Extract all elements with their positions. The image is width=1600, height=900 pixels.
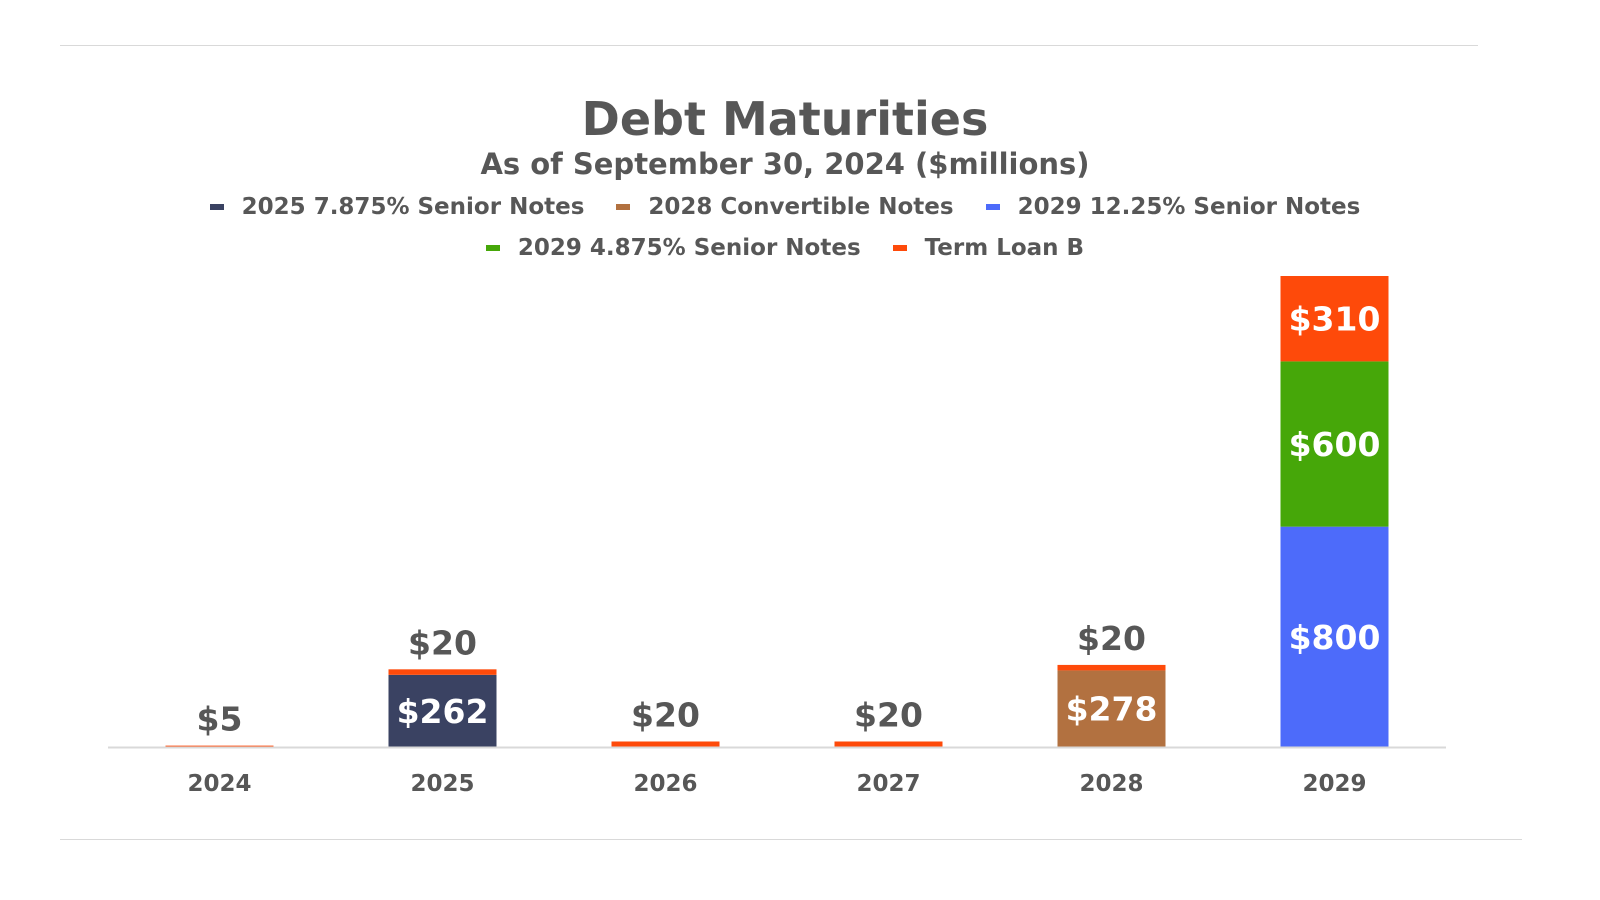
data-label-2025-term-loan-b: $20 — [408, 623, 477, 662]
bar-2025-term-loan-b — [388, 669, 497, 675]
bar-2025-2025-7-875-senior-notes — [388, 674, 497, 747]
legend-label: Term Loan B — [924, 235, 1085, 261]
x-tick-label-2026: 2026 — [633, 771, 697, 797]
legend-row-1: 2025 7.875% Senior Notes 2028 Convertibl… — [0, 194, 1570, 220]
top-divider — [60, 45, 1478, 46]
legend-swatch — [209, 204, 224, 210]
legend-label: 2025 7.875% Senior Notes — [241, 194, 585, 220]
legend-swatch — [892, 245, 907, 251]
legend-swatch — [985, 204, 1000, 210]
data-label-2025-2025-7-875-senior-notes: $262 — [397, 692, 489, 731]
legend-label: 2028 Convertible Notes — [648, 194, 954, 220]
legend-item-2029-12-25-senior-notes: 2029 12.25% Senior Notes — [985, 194, 1361, 220]
chart-subtitle: As of September 30, 2024 ($millions) — [480, 147, 1090, 181]
x-tick-label-2027: 2027 — [856, 771, 920, 797]
bar-2024-term-loan-b — [165, 745, 274, 747]
legend-label: 2029 4.875% Senior Notes — [517, 235, 861, 261]
bar-2028-2028-convertible-notes — [1057, 670, 1166, 747]
data-label-2029-2029-4-875-senior-notes: $600 — [1289, 425, 1381, 464]
x-tick-label-2025: 2025 — [410, 771, 474, 797]
x-tick-label-2024: 2024 — [187, 771, 251, 797]
bar-2029-2029-12-25-senior-notes — [1280, 526, 1389, 747]
bottom-divider — [60, 839, 1522, 840]
bar-2027-term-loan-b — [834, 741, 943, 747]
data-label-2026-term-loan-b: $20 — [631, 695, 700, 734]
x-tick-label-2028: 2028 — [1079, 771, 1143, 797]
data-label-2028-term-loan-b: $20 — [1077, 619, 1146, 658]
data-label-2028-2028-convertible-notes: $278 — [1066, 690, 1158, 729]
data-label-2024-term-loan-b: $5 — [197, 700, 243, 739]
legend-swatch — [616, 204, 631, 210]
data-label-2027-term-loan-b: $20 — [854, 695, 923, 734]
data-label-2029-2029-12-25-senior-notes: $800 — [1289, 618, 1381, 657]
bar-2026-term-loan-b — [611, 741, 720, 747]
data-label-2029-term-loan-b: $310 — [1289, 300, 1381, 339]
bar-2029-term-loan-b — [1280, 276, 1389, 362]
legend-item-term-loan-b: Term Loan B — [892, 235, 1085, 261]
legend-item-2028-convertible-notes: 2028 Convertible Notes — [616, 194, 954, 220]
legend-label: 2029 12.25% Senior Notes — [1017, 194, 1361, 220]
bar-2029-2029-4-875-senior-notes — [1280, 361, 1389, 527]
x-tick-label-2029: 2029 — [1302, 771, 1366, 797]
legend-item-2025-senior-notes: 2025 7.875% Senior Notes — [209, 194, 585, 220]
legend-swatch — [485, 245, 500, 251]
legend-row-2: 2029 4.875% Senior Notes Term Loan B — [0, 235, 1570, 261]
legend-item-2029-4-875-senior-notes: 2029 4.875% Senior Notes — [485, 235, 861, 261]
chart-title: Debt Maturities — [581, 92, 989, 146]
bar-2028-term-loan-b — [1057, 664, 1166, 671]
